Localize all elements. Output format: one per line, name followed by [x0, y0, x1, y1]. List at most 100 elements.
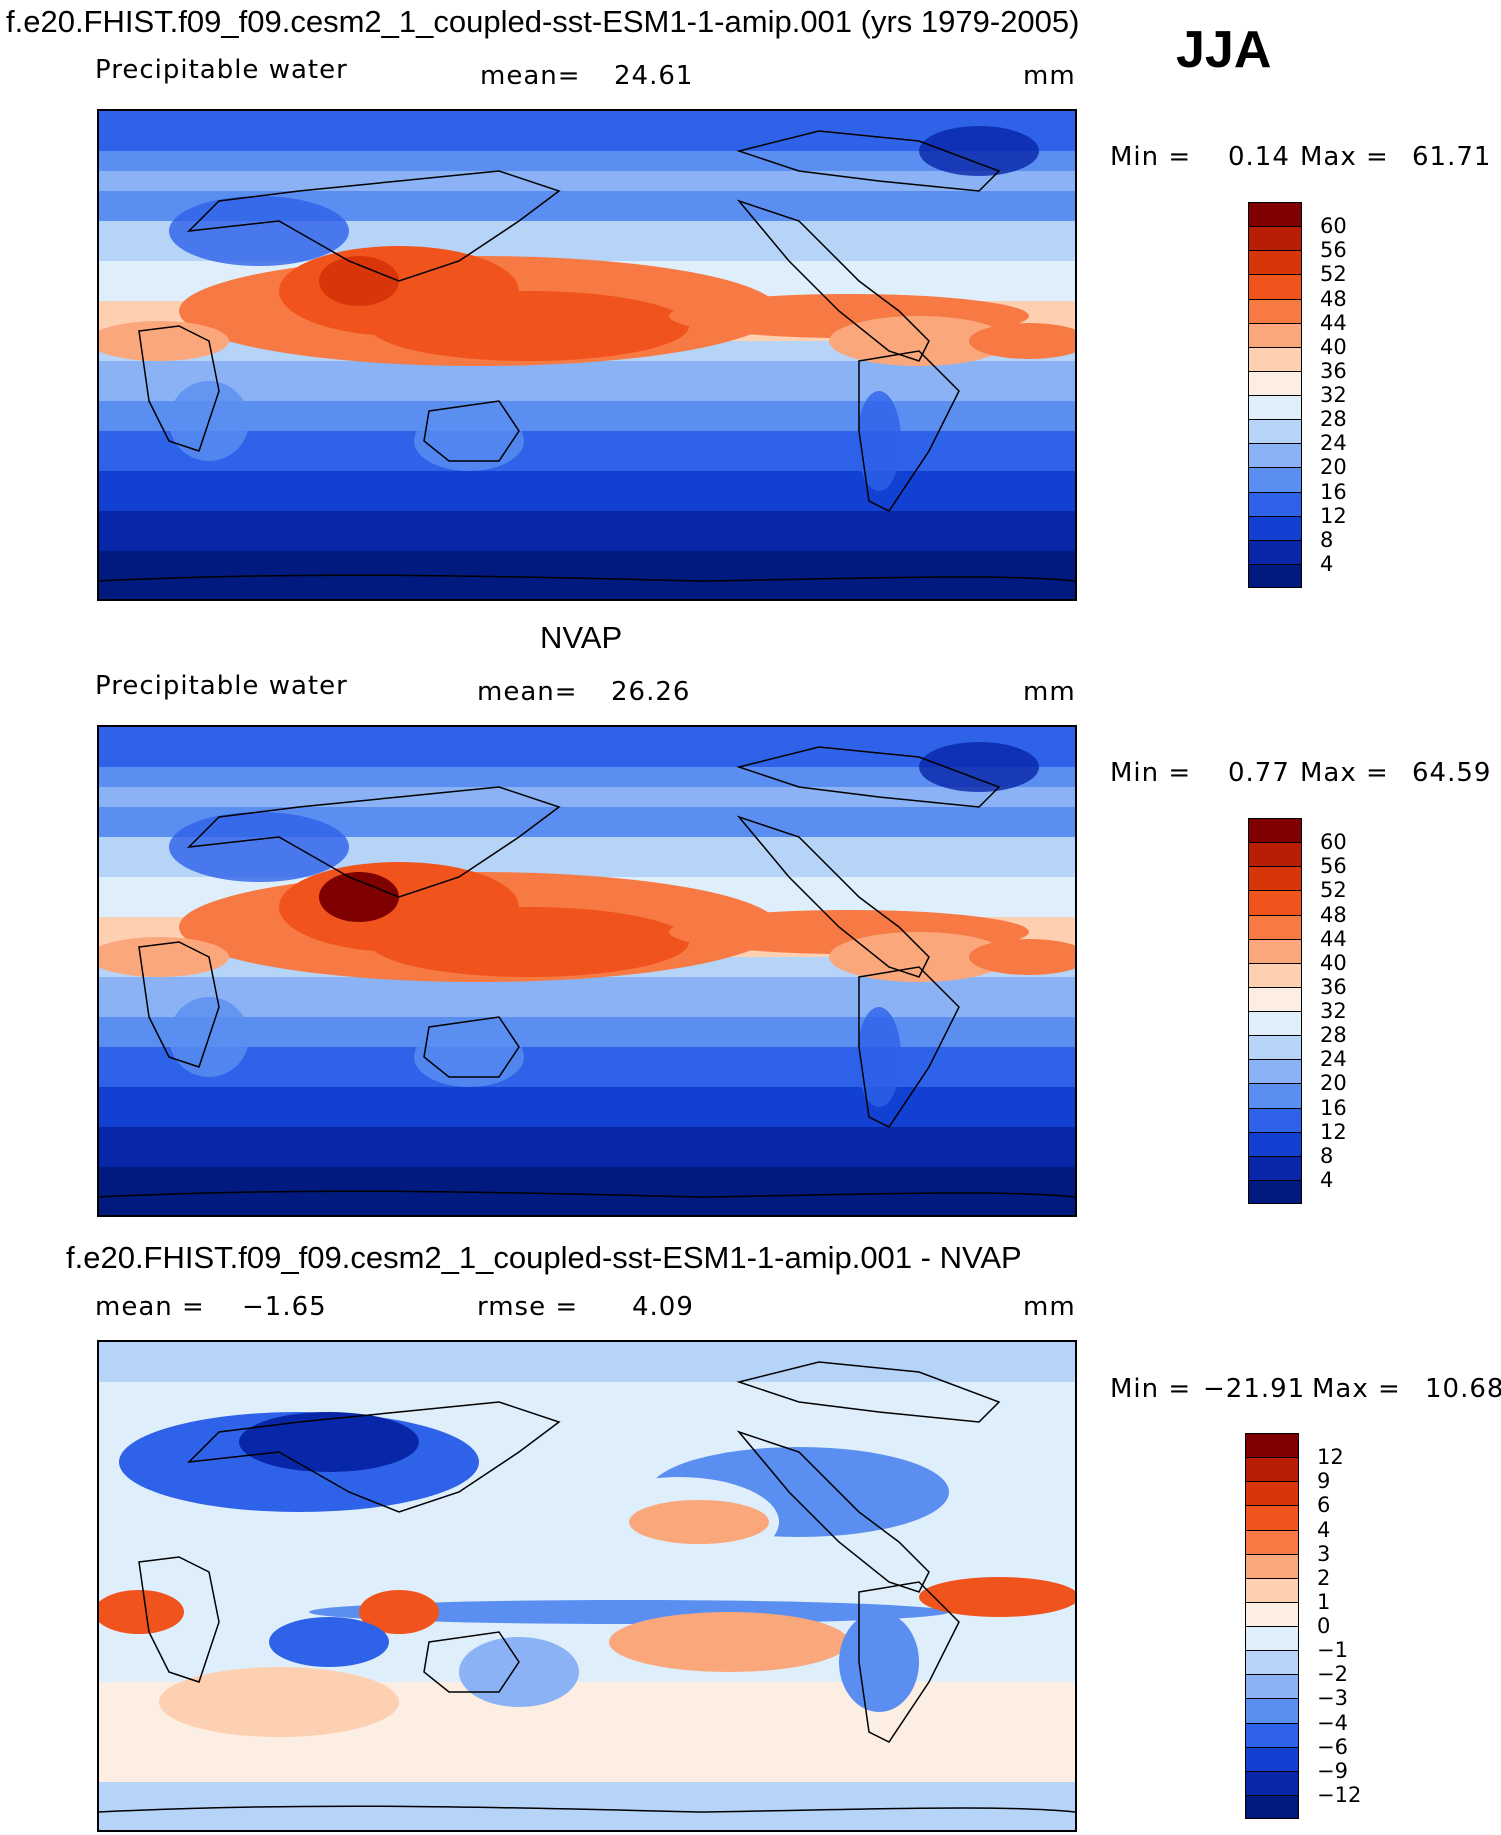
panel-diff-min-label: Min =: [1110, 1374, 1192, 1404]
colorbar-swatch: [1248, 1011, 1302, 1036]
colorbar-tick-label: 60: [1320, 214, 1347, 239]
map-obs-precipitable-water: [97, 725, 1077, 1217]
colorbar-tick-label: 2: [1317, 1565, 1331, 1590]
panel-obs-max-value: 64.59: [1412, 758, 1492, 788]
colorbar-tick-label: 24: [1320, 431, 1347, 456]
colorbar-tick-label: 24: [1320, 1047, 1347, 1072]
colorbar-swatch: [1248, 443, 1302, 468]
panel-model-min-label: Min =: [1110, 142, 1192, 172]
colorbar-tick-label: 36: [1320, 974, 1347, 999]
colorbar-swatch: [1248, 890, 1302, 915]
colorbar-swatch: [1248, 515, 1302, 540]
colorbar-swatch: [1245, 1746, 1299, 1771]
panel-obs-units: mm: [1023, 677, 1076, 707]
colorbar-tick-label: 32: [1320, 999, 1347, 1023]
colorbar-tick-label: 20: [1320, 455, 1347, 480]
colorbar-tick-label: 12: [1317, 1445, 1344, 1470]
colorbar-tick-label: 52: [1320, 262, 1347, 287]
colorbar-tick-label: −4: [1317, 1710, 1348, 1735]
panel-diff-heading: f.e20.FHIST.f09_f09.cesm2_1_coupled-sst-…: [66, 1240, 1022, 1275]
colorbar-swatch: [1245, 1794, 1299, 1819]
panel-model-units: mm: [1023, 61, 1076, 91]
panel-obs-min-value: 0.77: [1228, 758, 1290, 788]
colorbar-frame: [1248, 202, 1302, 588]
map-obs-field: [99, 727, 1075, 1215]
colorbar-tick-label: 52: [1320, 878, 1347, 903]
panel-obs-max-label: Max =: [1300, 758, 1389, 788]
colorbar-tick-label: 9: [1317, 1469, 1331, 1494]
panel-model-mean-label: mean=: [480, 61, 581, 91]
colorbar-swatch: [1248, 346, 1302, 371]
colorbar-swatch: [1248, 1059, 1302, 1084]
colorbar-swatch: [1248, 491, 1302, 516]
panel-diff-max-value: 10.68: [1425, 1374, 1501, 1404]
colorbar-tick-label: 4: [1317, 1517, 1331, 1542]
colorbar-swatch: [1248, 274, 1302, 299]
colorbar-tick-label: 44: [1320, 926, 1347, 951]
figure-title: f.e20.FHIST.f09_f09.cesm2_1_coupled-sst-…: [6, 4, 1080, 39]
colorbar-swatch: [1248, 1035, 1302, 1060]
colorbar-swatch: [1245, 1650, 1299, 1675]
panel-model-min-value: 0.14: [1228, 142, 1290, 172]
colorbar-swatch: [1248, 842, 1302, 867]
panel-diff-mean-label: mean =: [95, 1292, 205, 1322]
colorbar-tick-label: 20: [1320, 1071, 1347, 1096]
colorbar-frame: [1248, 818, 1302, 1204]
colorbar-swatch: [1245, 1674, 1299, 1699]
panel-obs-heading: NVAP: [540, 620, 623, 655]
colorbar-swatch: [1248, 226, 1302, 251]
colorbar-tick-label: −12: [1317, 1782, 1362, 1807]
colorbar-swatch: [1245, 1505, 1299, 1530]
colorbar-tick-label: 48: [1320, 286, 1347, 311]
colorbar-frame: [1245, 1433, 1299, 1819]
panel-obs-min-label: Min =: [1110, 758, 1192, 788]
colorbar-swatch: [1245, 1553, 1299, 1578]
season-label: JJA: [1176, 21, 1272, 79]
colorbar-tick-label: 56: [1320, 854, 1347, 879]
colorbar-tick-label: 28: [1320, 407, 1347, 432]
colorbar-swatch: [1245, 1626, 1299, 1651]
colorbar-swatch: [1248, 250, 1302, 275]
colorbar-tick-label: 3: [1317, 1541, 1331, 1566]
colorbar-swatch: [1248, 962, 1302, 987]
colorbar-swatch: [1248, 1083, 1302, 1108]
panel-model-max-label: Max =: [1300, 142, 1389, 172]
colorbar-swatch: [1248, 866, 1302, 891]
panel-obs-mean-label: mean=: [477, 677, 578, 707]
colorbar-tick-label: 44: [1320, 310, 1347, 335]
colorbar-tick-label: 0: [1317, 1614, 1331, 1638]
colorbar-tick-label: 56: [1320, 238, 1347, 263]
colorbar-tick-label: 60: [1320, 830, 1347, 855]
colorbar-tick-label: 40: [1320, 334, 1347, 359]
colorbar-swatch: [1245, 1601, 1299, 1626]
colorbar-swatch: [1245, 1722, 1299, 1747]
colorbar-swatch: [1245, 1529, 1299, 1554]
colorbar-swatch: [1245, 1770, 1299, 1795]
colorbar-tick-label: 40: [1320, 950, 1347, 975]
colorbar-tick-label: 28: [1320, 1023, 1347, 1048]
colorbar-tick-label: 12: [1320, 1119, 1347, 1144]
colorbar-tick-label: 48: [1320, 902, 1347, 927]
colorbar-swatch: [1245, 1457, 1299, 1482]
colorbar-swatch: [1248, 539, 1302, 564]
colorbar-swatch: [1245, 1577, 1299, 1602]
colorbar-diff: 12 9 6 4 3 2 1 0 −1 −2 −3 −4 −6 −9 −12: [1245, 1433, 1365, 1819]
colorbar-tick-label: 1: [1317, 1589, 1331, 1614]
colorbar-swatch: [1248, 938, 1302, 963]
colorbar-swatch: [1245, 1433, 1299, 1458]
map-model-field: [99, 111, 1075, 599]
panel-diff-max-label: Max =: [1312, 1374, 1401, 1404]
colorbar-tick-label: 36: [1320, 358, 1347, 383]
colorbar-swatch: [1248, 986, 1302, 1011]
colorbar-tick-label: 4: [1320, 1167, 1334, 1192]
colorbar-swatch: [1245, 1698, 1299, 1723]
colorbar-swatch: [1248, 563, 1302, 588]
colorbar-swatch: [1248, 1107, 1302, 1132]
colorbar-model: 60 56 52 48 44 40 36 32 28 24 20 16 12 8 4: [1248, 202, 1368, 588]
colorbar-swatch: [1248, 1131, 1302, 1156]
colorbar-swatch: [1248, 322, 1302, 347]
colorbar-swatch: [1248, 1179, 1302, 1204]
colorbar-tick-label: 16: [1320, 479, 1347, 504]
colorbar-tick-label: 6: [1317, 1493, 1331, 1518]
panel-diff-rmse-label: rmse =: [477, 1292, 579, 1322]
